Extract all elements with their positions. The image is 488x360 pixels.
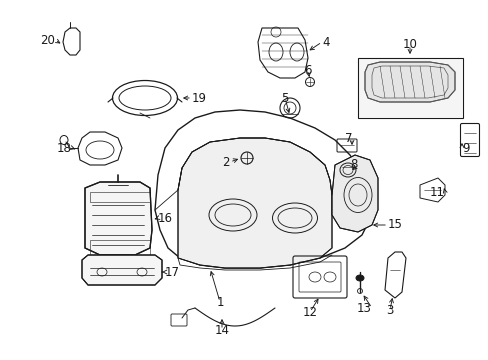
Text: 9: 9 [461,141,468,154]
Polygon shape [364,62,454,102]
Text: 2: 2 [222,156,229,168]
Polygon shape [85,182,152,255]
Ellipse shape [355,275,363,281]
Text: 12: 12 [302,306,317,319]
Text: 15: 15 [387,219,402,231]
Polygon shape [82,255,162,285]
Text: 3: 3 [386,303,393,316]
Text: 4: 4 [321,36,329,49]
Text: 10: 10 [402,39,417,51]
Text: 7: 7 [344,131,351,144]
Text: 16: 16 [158,211,173,225]
Bar [358,59,461,117]
Text: 14: 14 [214,324,229,337]
Text: 11: 11 [429,185,444,198]
Text: 18: 18 [57,141,72,154]
Text: 8: 8 [350,158,357,171]
Text: 20: 20 [40,33,55,46]
Polygon shape [178,138,331,268]
Text: 5: 5 [281,91,288,104]
Text: 19: 19 [192,91,206,104]
Polygon shape [331,155,377,232]
Text: 1: 1 [216,296,224,309]
Text: 13: 13 [356,302,371,315]
Text: 6: 6 [304,63,311,77]
Bar [357,58,462,118]
Text: 17: 17 [164,266,180,279]
